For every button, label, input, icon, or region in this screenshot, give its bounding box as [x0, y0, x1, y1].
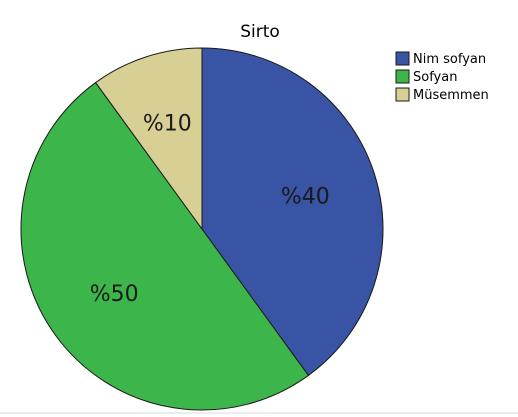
legend-label-1: Sofyan — [413, 70, 457, 85]
pie-slice-1 — [20, 81, 310, 411]
legend-label-0: Nim sofyan — [413, 52, 486, 67]
legend-swatch-0 — [395, 51, 410, 66]
pie-slice-2 — [94, 47, 203, 231]
legend-label-2: Müsemmen — [413, 88, 489, 103]
pie-slice-labels: %40 %50 %10 — [90, 111, 330, 307]
chart-title: Sirto — [240, 22, 280, 42]
slice-label-0: %40 — [281, 184, 330, 209]
legend: Nim sofyan Sofyan Müsemmen — [395, 51, 489, 103]
slice-label-1: %50 — [90, 282, 139, 307]
pie-slices — [20, 47, 384, 411]
legend-swatch-2 — [395, 87, 410, 102]
pie-slice-0 — [201, 47, 384, 377]
legend-swatch-1 — [395, 69, 410, 84]
slice-label-2: %10 — [143, 111, 192, 136]
